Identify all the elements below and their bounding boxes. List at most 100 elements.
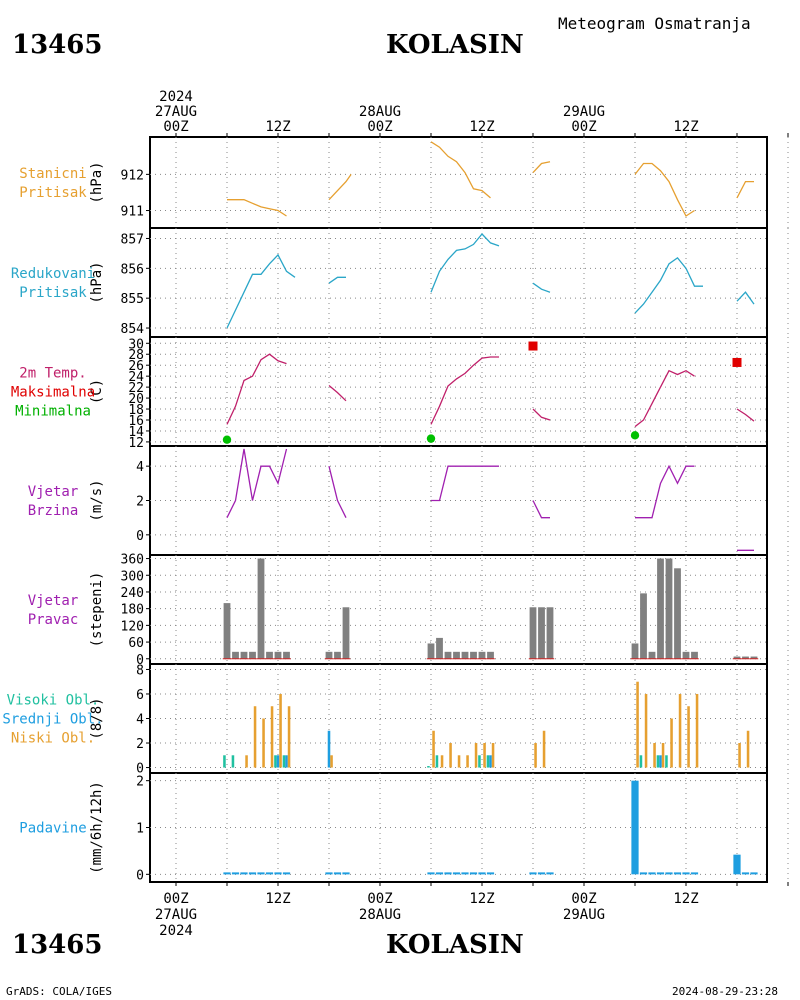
bar: [474, 743, 478, 768]
bar: [483, 743, 486, 768]
series-line: [430, 141, 491, 199]
series-line: [328, 385, 347, 402]
bar: [687, 706, 690, 768]
bar: [674, 568, 681, 659]
bar: [287, 706, 291, 768]
y-tick-label: 24: [128, 370, 144, 385]
bottom-time-label: 00Z: [163, 891, 188, 907]
series-line: [532, 282, 551, 293]
bar: [682, 651, 690, 659]
top-time-label: 27AUG: [155, 104, 197, 120]
bar: [631, 780, 639, 875]
bar: [678, 693, 682, 768]
top-time-label: 00Z: [367, 119, 392, 135]
bar: [670, 718, 673, 768]
bottom-time-label: 00Z: [367, 891, 392, 907]
bar: [327, 730, 331, 768]
panel-title-line: Vjetar: [28, 593, 79, 609]
bar: [274, 755, 277, 768]
maximum-marker: [528, 341, 538, 351]
panel-title-line: Srednji Obl.: [2, 712, 103, 728]
y-tick-label: 30: [128, 337, 144, 352]
bar: [491, 743, 495, 768]
bottom-time-label: 12Z: [673, 891, 698, 907]
station-name-top: KOLASIN: [386, 30, 524, 60]
y-tick-label: 120: [121, 619, 144, 634]
y-tick-label: 16: [128, 414, 144, 429]
bar: [334, 651, 341, 659]
y-axis-label: (stepeni): [89, 572, 105, 648]
series-line: [736, 408, 755, 422]
y-tick-label: 857: [121, 232, 144, 247]
bar: [665, 558, 673, 659]
bar: [644, 693, 648, 768]
bar: [489, 755, 492, 768]
bar: [245, 755, 248, 768]
y-tick-label: 0: [136, 653, 144, 668]
series-line: [226, 448, 288, 518]
series-line: [226, 353, 287, 425]
bar: [282, 755, 286, 768]
bar: [232, 651, 239, 659]
y-tick-label: 12: [128, 436, 144, 451]
product-title: Meteogram Osmatranja: [558, 14, 751, 33]
panel-title-line: Stanicni: [19, 166, 86, 182]
panel-title-line: Pritisak: [19, 185, 87, 201]
bar: [223, 603, 231, 659]
panel-title-line: Pravac: [28, 612, 79, 628]
panel-title-line: Visoki Obl.: [7, 693, 100, 709]
top-time-label: 00Z: [571, 119, 596, 135]
y-tick-label: 28: [128, 348, 144, 363]
bar: [478, 651, 486, 659]
top-time-label: 12Z: [673, 119, 698, 135]
panel-title-line: Redukovani: [11, 266, 95, 282]
bar: [746, 730, 750, 768]
series-line: [634, 369, 695, 428]
y-tick-label: 60: [128, 636, 144, 651]
y-axis-label: (m/s): [89, 479, 105, 521]
bottom-time-label: 00Z: [571, 891, 596, 907]
y-tick-label: 854: [121, 322, 145, 337]
bar: [279, 693, 282, 768]
bar: [440, 755, 444, 768]
bar: [231, 755, 235, 768]
bottom-time-label: 12Z: [265, 891, 290, 907]
top-time-label: 12Z: [265, 119, 290, 135]
minimum-marker: [630, 431, 640, 440]
series-line: [430, 356, 499, 425]
station-id-bottom: 13465: [12, 930, 103, 960]
panel-title-line: Vjetar: [28, 484, 79, 500]
bar: [529, 607, 537, 659]
bar: [270, 706, 274, 768]
plot-frame: [149, 136, 768, 883]
bar: [648, 651, 656, 659]
y-tick-label: 6: [136, 688, 144, 703]
bar: [691, 651, 698, 659]
bar: [276, 755, 280, 768]
minimum-marker: [222, 435, 232, 444]
bar: [432, 730, 435, 768]
bar: [657, 558, 664, 659]
y-tick-label: 0: [136, 529, 144, 544]
bar: [435, 755, 439, 768]
bar: [665, 755, 668, 768]
footer-timestamp: 2024-08-29-23:28: [672, 985, 778, 998]
bar: [283, 651, 290, 659]
station-id-top: 13465: [12, 30, 103, 60]
bottom-time-label: 12Z: [469, 891, 494, 907]
bottom-time-label: 29AUG: [563, 907, 605, 923]
top-time-label: 00Z: [163, 119, 188, 135]
panel-title-line: Padavine: [19, 821, 86, 837]
y-tick-label: 1: [136, 822, 144, 837]
bar: [639, 755, 643, 768]
bar: [240, 651, 248, 659]
panel-title-line: Niski Obl.: [11, 731, 95, 747]
bar: [542, 730, 546, 768]
series-line: [635, 464, 695, 519]
bar: [546, 607, 554, 659]
y-tick-label: 180: [121, 603, 144, 618]
bar: [262, 718, 265, 768]
bar: [656, 755, 660, 768]
bar: [330, 755, 333, 768]
